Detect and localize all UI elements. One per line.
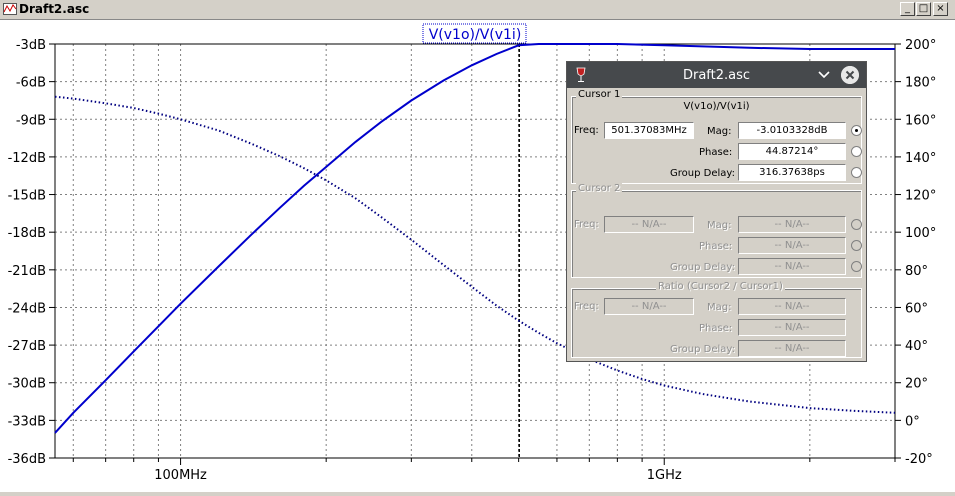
y-right-tick-label: 120° xyxy=(905,189,936,204)
y-right-tick-label: 0° xyxy=(905,414,920,429)
ratio-group: Ratio (Cursor2 / Cursor1) Freq: -- N/A--… xyxy=(571,281,862,358)
y-left-tick-label: -36dB xyxy=(8,452,46,467)
cursor-dialog[interactable]: Draft2.asc Cursor 1 V(v1o)/V(v1i) Freq: … xyxy=(566,61,867,362)
cursor1-freq-field[interactable]: 501.37083MHz xyxy=(604,122,694,139)
cursor1-mag-label: Mag: xyxy=(707,126,732,137)
y-left-tick-label: -24dB xyxy=(8,301,46,316)
y-right-tick-label: 160° xyxy=(905,113,936,128)
trace-label-box xyxy=(422,23,527,44)
cursor2-group-delay-field: -- N/A-- xyxy=(738,258,846,275)
cursor2-mag-radio xyxy=(851,219,862,230)
y-left-tick-label: -30dB xyxy=(8,377,46,392)
cursor2-group: Cursor 2 Freq: -- N/A-- Mag: -- N/A-- Ph… xyxy=(571,183,862,278)
ratio-mag-field: -- N/A-- xyxy=(738,298,846,315)
wine-glass-icon xyxy=(576,67,586,82)
y-left-tick-label: -33dB xyxy=(8,414,46,429)
x-tick-label: 100MHz xyxy=(154,468,207,483)
chevron-down-icon[interactable] xyxy=(817,68,831,82)
cursor2-phase-label: Phase: xyxy=(699,241,733,252)
y-right-tick-label: 140° xyxy=(905,151,936,166)
window-title: Draft2.asc xyxy=(19,2,90,16)
y-right-tick-label: 180° xyxy=(905,76,936,91)
plot-frame xyxy=(54,43,896,459)
y-right-tick-label: 200° xyxy=(905,38,936,53)
y-right-tick-label: 20° xyxy=(905,377,928,392)
window-titlebar: Draft2.asc _ □ × xyxy=(0,0,955,20)
cursor2-group-delay-radio xyxy=(851,261,862,272)
cursor2-freq-field: -- N/A-- xyxy=(604,216,694,233)
cursor-dialog-title: Draft2.asc xyxy=(682,68,751,83)
ratio-phase-label: Phase: xyxy=(699,323,733,334)
ratio-mag-label: Mag: xyxy=(707,302,732,313)
y-right-tick-label: 100° xyxy=(905,226,936,241)
cursor-dialog-titlebar[interactable]: Draft2.asc xyxy=(567,62,866,88)
cursor1-group-label: Cursor 1 xyxy=(576,89,623,100)
cursor1-mag-radio[interactable] xyxy=(851,125,862,136)
y-left-tick-label: -12dB xyxy=(8,151,46,166)
ratio-group-label: Ratio (Cursor2 / Cursor1) xyxy=(656,281,785,292)
cursor1-phase-field: 44.87214° xyxy=(738,143,846,160)
minimize-button[interactable]: _ xyxy=(900,2,915,16)
cursor1-freq-label: Freq: xyxy=(574,125,599,136)
y-left-tick-label: -3dB xyxy=(16,38,46,53)
y-left-tick-label: -6dB xyxy=(16,76,46,91)
app-icon xyxy=(3,3,17,15)
y-left-tick-label: -9dB xyxy=(16,113,46,128)
cursor2-mag-field: -- N/A-- xyxy=(738,216,846,233)
y-right-tick-label: -20° xyxy=(905,452,933,467)
cursor1-mag-field: -3.0103328dB xyxy=(738,122,846,139)
y-left-tick-label: -15dB xyxy=(8,189,46,204)
cursor2-phase-field: -- N/A-- xyxy=(738,237,846,254)
cursor1-expression: V(v1o)/V(v1i) xyxy=(683,101,750,112)
cursor1-phase-label: Phase: xyxy=(699,147,733,158)
cursor2-phase-radio xyxy=(851,240,862,251)
y-right-tick-label: 80° xyxy=(905,264,928,279)
ratio-group-delay-label: Group Delay: xyxy=(670,344,735,355)
cursor2-group-label: Cursor 2 xyxy=(576,183,623,194)
cursor1-group-delay-field: 316.37638ps xyxy=(738,164,846,181)
phase-trace xyxy=(54,95,896,414)
cursor1-group-delay-radio[interactable] xyxy=(851,167,862,178)
ratio-freq-label: Freq: xyxy=(574,301,599,312)
y-left-tick-label: -27dB xyxy=(8,339,46,354)
cursor1-group-delay-label: Group Delay: xyxy=(670,168,735,179)
cursor1-group: Cursor 1 V(v1o)/V(v1i) Freq: 501.37083MH… xyxy=(571,89,862,184)
cursor1-phase-radio[interactable] xyxy=(851,146,862,157)
maximize-button[interactable]: □ xyxy=(916,2,931,16)
cursor2-mag-label: Mag: xyxy=(707,220,732,231)
y-right-tick-label: 40° xyxy=(905,339,928,354)
y-right-tick-label: 60° xyxy=(905,301,928,316)
ratio-freq-field: -- N/A-- xyxy=(604,298,694,315)
y-left-tick-label: -18dB xyxy=(8,226,46,241)
y-left-tick-label: -21dB xyxy=(8,264,46,279)
x-tick-label: 1GHz xyxy=(647,468,682,483)
trace-label: V(v1o)/V(v1i) xyxy=(429,27,522,43)
close-icon[interactable] xyxy=(841,66,859,84)
cursor2-freq-label: Freq: xyxy=(574,219,599,230)
close-button[interactable]: × xyxy=(933,2,948,16)
ratio-group-delay-field: -- N/A-- xyxy=(738,340,846,357)
ratio-phase-field: -- N/A-- xyxy=(738,319,846,336)
cursor2-group-delay-label: Group Delay: xyxy=(670,262,735,273)
magnitude-trace xyxy=(54,43,895,434)
